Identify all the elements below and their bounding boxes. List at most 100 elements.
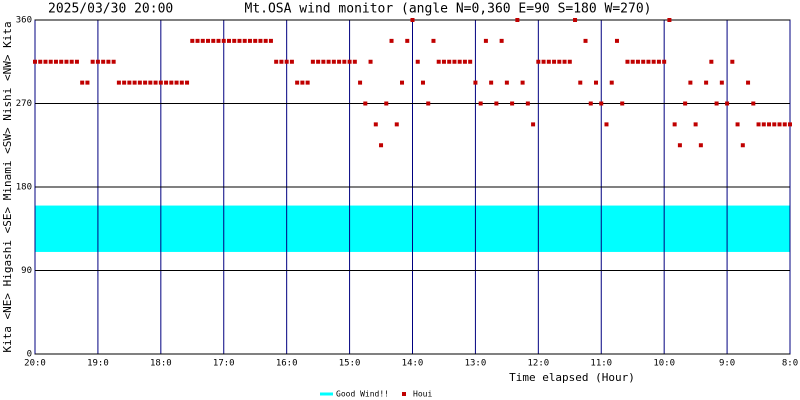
wind-point [400, 80, 405, 85]
wind-point [137, 80, 142, 85]
wind-point [426, 101, 431, 106]
wind-point [237, 38, 242, 43]
wind-point [321, 59, 326, 64]
wind-point [719, 80, 724, 85]
wind-point [788, 122, 792, 127]
wind-point [116, 80, 121, 85]
wind-point [253, 38, 258, 43]
wind-point [295, 80, 300, 85]
wind-point [473, 80, 478, 85]
wind-point [504, 80, 509, 85]
wind-point [33, 59, 37, 64]
wind-point [158, 80, 163, 85]
legend-swatch [402, 392, 406, 396]
wind-point [268, 38, 273, 43]
legend-label: Houi [413, 390, 432, 399]
wind-point [531, 122, 536, 127]
wind-point [698, 143, 703, 148]
wind-point [494, 101, 499, 106]
wind-point [80, 80, 85, 85]
wind-point [122, 80, 127, 85]
wind-point [410, 18, 415, 22]
wind-point [279, 59, 284, 64]
wind-point [489, 80, 494, 85]
x-tick-label: 9:0 [719, 359, 735, 369]
wind-point [53, 59, 58, 64]
wind-point [662, 59, 667, 64]
wind-point [342, 59, 347, 64]
y-tick-label: 0 [27, 350, 32, 360]
wind-point [667, 18, 672, 22]
wind-point [164, 80, 169, 85]
chart-title: Mt.OSA wind monitor (angle N=0,360 E=90 … [245, 2, 652, 17]
wind-point [510, 101, 515, 106]
x-tick-label: 16:0 [276, 359, 298, 369]
y-axis-label: Kita <NE> Higashi <SE> Minami <SW> Nishi… [1, 21, 14, 352]
wind-point [614, 38, 619, 43]
wind-point [693, 122, 698, 127]
wind-point [541, 59, 546, 64]
wind-point [604, 122, 609, 127]
wind-point [368, 59, 373, 64]
wind-point [431, 38, 436, 43]
wind-point [394, 122, 399, 127]
wind-point [326, 59, 331, 64]
legend-label: Good Wind!! [336, 390, 389, 399]
wind-point [352, 59, 357, 64]
wind-point [557, 59, 562, 64]
wind-point [641, 59, 646, 64]
wind-point [620, 101, 625, 106]
wind-point [646, 59, 651, 64]
wind-point [379, 143, 384, 148]
wind-point [525, 101, 530, 106]
x-tick-label: 19:0 [87, 359, 109, 369]
wind-point [746, 80, 751, 85]
wind-point [562, 59, 567, 64]
wind-point [331, 59, 336, 64]
wind-point [405, 38, 410, 43]
wind-point [300, 80, 305, 85]
wind-point [373, 122, 378, 127]
y-tick-label: 90 [21, 266, 32, 276]
wind-point [536, 59, 541, 64]
x-tick-label: 8:0 [782, 359, 798, 369]
wind-point [316, 59, 321, 64]
wind-point [441, 59, 446, 64]
x-tick-label: 17:0 [213, 359, 235, 369]
x-tick-label: 20:0 [24, 359, 46, 369]
wind-point [735, 122, 740, 127]
wind-point [43, 59, 48, 64]
wind-point [69, 59, 74, 64]
wind-point [635, 59, 640, 64]
wind-point [258, 38, 263, 43]
wind-point [232, 38, 237, 43]
wind-point [59, 59, 64, 64]
x-axis-label: Time elapsed (Hour) [509, 371, 635, 384]
wind-point [211, 38, 216, 43]
wind-point [751, 101, 756, 106]
y-tick-label: 180 [16, 183, 32, 193]
wind-point [656, 59, 661, 64]
wind-point [74, 59, 79, 64]
wind-point [101, 59, 106, 64]
timestamp: 2025/03/30 20:00 [48, 2, 173, 17]
wind-point [226, 38, 231, 43]
wind-point [90, 59, 95, 64]
wind-point [583, 38, 588, 43]
wind-point [195, 38, 200, 43]
x-tick-label: 10:0 [653, 359, 675, 369]
wind-point [462, 59, 467, 64]
wind-point [756, 122, 761, 127]
wind-point [761, 122, 766, 127]
wind-point [725, 101, 730, 106]
x-tick-label: 11:0 [590, 359, 612, 369]
wind-point [683, 101, 688, 106]
wind-point [185, 80, 190, 85]
wind-point [143, 80, 148, 85]
wind-point [672, 122, 677, 127]
wind-point [594, 80, 599, 85]
y-tick-label: 270 [16, 99, 32, 109]
wind-point [457, 59, 462, 64]
